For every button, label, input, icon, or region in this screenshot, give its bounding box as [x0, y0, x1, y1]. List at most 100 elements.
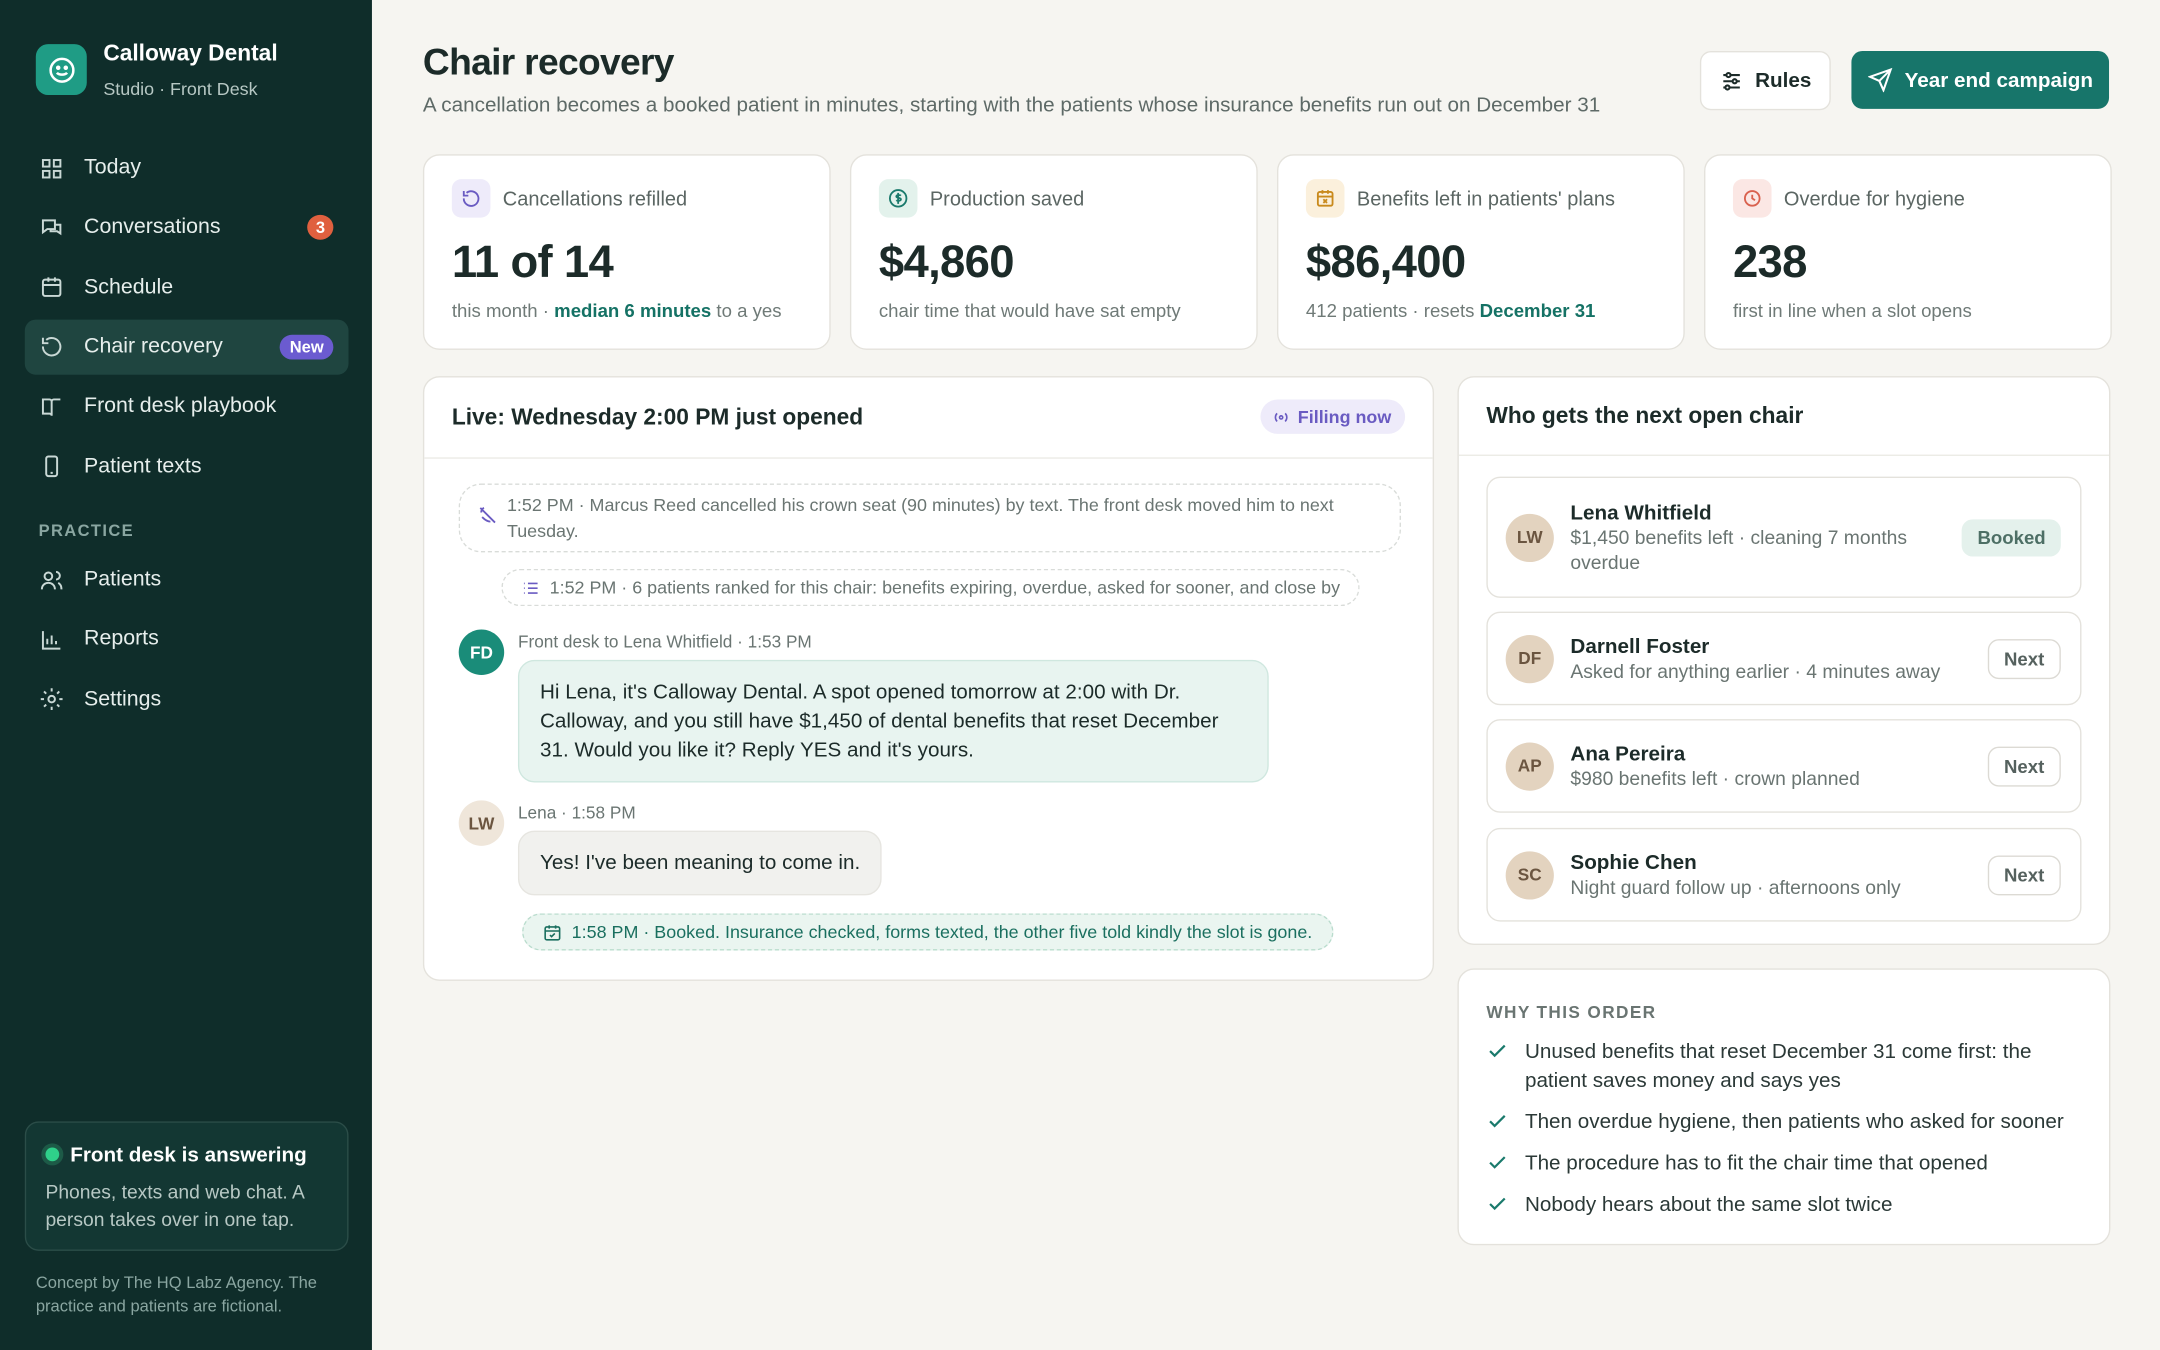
queue-item[interactable]: DF Darnell Foster Asked for anything earl…: [1486, 611, 2082, 706]
button-label: Rules: [1755, 68, 1812, 93]
nav-label: Front desk playbook: [84, 394, 277, 418]
status-box: Front desk is answering Phones, texts an…: [24, 1121, 349, 1251]
stat-card: Production saved $4,860 chair time that …: [849, 154, 1258, 350]
button-label: Year end campaign: [1904, 68, 2093, 92]
why-text: Unused benefits that reset December 31 c…: [1524, 1040, 2032, 1093]
avatar: FD: [458, 629, 505, 675]
stat-value: $4,860: [878, 235, 1015, 287]
nav-item[interactable]: Patient texts: [25, 439, 349, 494]
why-item: Unused benefits that reset December 31 c…: [1486, 1037, 2078, 1095]
stat-label: Overdue for hygiene: [1783, 188, 1965, 211]
nav-badge: 3: [307, 215, 334, 241]
patient-name: Lena Whitfield: [1570, 500, 1712, 525]
avatar: AP: [1505, 741, 1554, 791]
note-part: December 31: [1479, 300, 1596, 321]
patient-name: Darnell Foster: [1570, 634, 1710, 658]
avatar: LW: [1505, 513, 1554, 562]
stat-card: Cancellations refilled 11 of 14 this mon…: [422, 154, 831, 350]
nav-badge: New: [280, 334, 334, 360]
queue-tag[interactable]: Next: [1987, 854, 2061, 895]
note-part: first in line when a slot opens: [1732, 300, 1972, 321]
event-text: 1:52 PM · Marcus Reed cancelled his crow…: [506, 494, 1334, 542]
page-subtitle: A cancellation becomes a booked patient …: [422, 93, 1601, 118]
event: 1:52 PM · Marcus Reed cancelled his crow…: [458, 483, 1401, 553]
nav-label: Chair recovery: [84, 334, 223, 359]
avatar: LW: [458, 800, 505, 846]
nav-label: Patient texts: [84, 453, 202, 478]
stat-card: Benefits left in patients' plans $86,400…: [1276, 154, 1685, 350]
why-item: The procedure has to fit the chair time …: [1486, 1149, 2078, 1178]
divider: [424, 457, 1433, 459]
patient-detail: $980 benefits left · crown planned: [1570, 766, 1860, 789]
queue-tag[interactable]: Next: [1987, 638, 2061, 679]
logo: [35, 44, 87, 96]
why-panel: WHY THIS ORDER Unused benefits that rese…: [1457, 968, 2111, 1246]
why-text: Nobody hears about the same slot twice: [1524, 1192, 1893, 1217]
nav-item[interactable]: Schedule: [25, 260, 349, 315]
stat-note: chair time that would have sat empty: [879, 300, 1181, 321]
rules-button[interactable]: Rules: [1699, 50, 1831, 111]
patient-name: Sophie Chen: [1570, 850, 1697, 875]
why-text: The procedure has to fit the chair time …: [1524, 1151, 1988, 1176]
nav-item[interactable]: Reports: [25, 612, 349, 667]
note-part: chair time that would have sat empty: [878, 300, 1181, 321]
campaign-button[interactable]: Year end campaign: [1851, 50, 2110, 109]
queue-item[interactable]: SC Sophie Chen Night guard follow up · af…: [1486, 827, 2082, 922]
brand: Calloway Dental: [103, 41, 278, 67]
message-meta: Lena · 1:58 PM: [517, 803, 636, 823]
event: 1:52 PM · 6 patients ranked for this cha…: [501, 568, 1360, 607]
nav-label: Settings: [84, 686, 162, 711]
stat-value: 238: [1732, 235, 1807, 287]
queue-item[interactable]: LW Lena Whitfield $1,450 benefits left · …: [1486, 476, 2082, 598]
why-text: Then overdue hygiene, then patients who …: [1524, 1110, 2064, 1134]
status-title: Front desk is answering: [70, 1143, 307, 1167]
patient-name: Ana Pereira: [1570, 741, 1686, 766]
stat-note: this month · median 6 minutes to a yes: [452, 300, 782, 321]
queue-item[interactable]: AP Ana Pereira $980 benefits left · crown…: [1486, 719, 2082, 813]
queue-tag: Booked: [1962, 518, 2061, 556]
nav-item[interactable]: Patients: [25, 552, 349, 607]
status-dot: [45, 1147, 60, 1162]
note-part: to a yes: [711, 300, 782, 321]
nav-item[interactable]: Settings: [25, 672, 349, 727]
stat-note: 412 patients · resets December 31: [1306, 300, 1595, 321]
footer: Concept by The HQ Labz Agency. The pract…: [35, 1272, 318, 1316]
nav-label: Patients: [84, 567, 162, 591]
note-part: median 6 minutes: [554, 300, 712, 321]
note-part: this month ·: [451, 300, 555, 321]
stat-value: 11 of 14: [451, 235, 614, 287]
stat-label: Cancellations refilled: [502, 188, 688, 211]
nav-label: Conversations: [84, 215, 221, 239]
event-text: 1:58 PM · Booked. Insurance checked, for…: [571, 921, 1313, 943]
stat-value: $86,400: [1305, 235, 1466, 287]
brand-subtitle: Studio · Front Desk: [103, 78, 258, 100]
nav-label: Schedule: [84, 274, 174, 299]
status-text: Phones, texts and web chat. A person tak…: [45, 1180, 304, 1231]
message-meta: Front desk to Lena Whitfield · 1:53 PM: [517, 632, 812, 652]
nav-label: Today: [84, 155, 142, 180]
nav-item[interactable]: Front desk playbook: [25, 379, 349, 434]
patient-detail: $1,450 benefits left · cleaning 7 months…: [1570, 525, 1908, 573]
avatar: SC: [1505, 850, 1554, 899]
why-item: Then overdue hygiene, then patients who …: [1486, 1108, 2078, 1137]
nav-item[interactable]: Today: [25, 141, 349, 196]
stat-label: Benefits left in patients' plans: [1356, 188, 1615, 211]
avatar: DF: [1505, 634, 1554, 683]
queue-tag[interactable]: Next: [1987, 745, 2061, 786]
nav-item[interactable]: Chair recovery New: [24, 319, 349, 375]
panel-title: WHY THIS ORDER: [1486, 1002, 1657, 1023]
stat-icon: [878, 179, 918, 218]
nav-label: Reports: [84, 627, 159, 651]
live-panel: Live: Wednesday 2:00 PM just opened Fill…: [422, 376, 1435, 981]
why-item: Nobody hears about the same slot twice: [1486, 1190, 2078, 1219]
panel-title: Live: Wednesday 2:00 PM just opened: [451, 404, 864, 430]
nav-item[interactable]: Conversations 3: [25, 200, 349, 255]
stat-icon: [1305, 179, 1345, 218]
section-label: PRACTICE: [38, 520, 135, 540]
why-list: Unused benefits that reset December 31 c…: [1486, 1037, 2078, 1231]
sidebar: Calloway Dental Studio · Front Desk PRAC…: [0, 0, 372, 1350]
stat-label: Production saved: [929, 188, 1085, 211]
page-title: Chair recovery: [422, 41, 675, 83]
